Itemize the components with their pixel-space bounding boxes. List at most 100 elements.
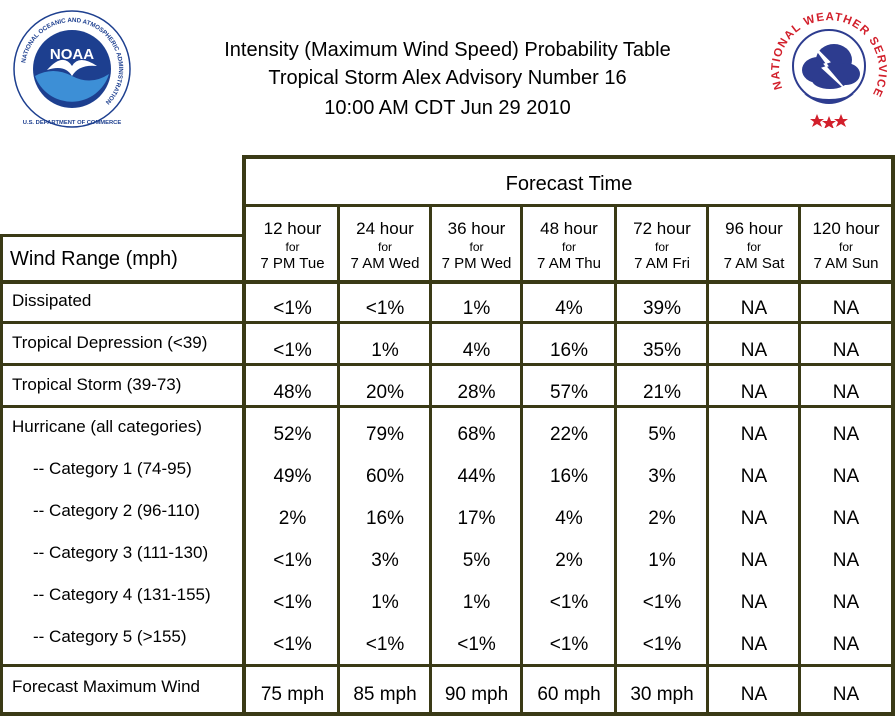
table-cell: NA — [740, 550, 768, 571]
table-cell: <1% — [642, 592, 682, 613]
grid-line — [0, 234, 3, 716]
row-label: Forecast Maximum Wind — [12, 677, 200, 696]
table-cell: 1% — [462, 592, 491, 613]
grid-line — [0, 712, 895, 716]
column-header-time: 7 AM Fri — [634, 255, 690, 272]
grid-line — [0, 405, 895, 408]
table-cell: 17% — [457, 508, 496, 529]
row-label: Hurricane (all categories) — [12, 417, 202, 436]
row-label: Tropical Depression (<39) — [12, 333, 208, 352]
row-label: -- Category 2 (96-110) — [33, 501, 200, 520]
column-header-hours: 12 hour — [263, 219, 322, 238]
table-cell: NA — [832, 634, 860, 655]
grid-line — [0, 280, 895, 284]
table-cell: NA — [740, 298, 768, 319]
noaa-bottom-text: U.S. DEPARTMENT OF COMMERCE — [23, 120, 122, 126]
table-cell: 16% — [365, 508, 405, 529]
table-cell: <1% — [549, 634, 589, 655]
column-header-time: 7 PM Tue — [260, 255, 325, 272]
column-header-hours: 36 hour — [447, 219, 506, 238]
table-cell: NA — [740, 684, 768, 705]
table-cell: 85 mph — [353, 684, 417, 705]
table-cell: 16% — [549, 466, 589, 487]
grid-line — [0, 321, 895, 324]
column-header-time: 7 AM Thu — [537, 255, 601, 272]
grid-line — [0, 234, 246, 237]
page-header: NATIONAL OCEANIC AND ATMOSPHERIC ADMINIS… — [0, 0, 895, 150]
grid-line — [0, 664, 895, 667]
table-cell: 52% — [273, 424, 312, 445]
table-cell: NA — [740, 634, 768, 655]
table-cell: 79% — [365, 424, 405, 445]
table-cell: 1% — [371, 592, 399, 613]
table-cell: NA — [832, 340, 860, 361]
row-label: Dissipated — [12, 291, 92, 310]
table-cell: 35% — [642, 340, 682, 361]
table-cell: <1% — [457, 634, 496, 655]
row-label: -- Category 4 (131-155) — [33, 585, 211, 604]
grid-line — [614, 204, 617, 716]
table-cell: 49% — [273, 466, 312, 487]
table-cell: <1% — [273, 634, 312, 655]
table-cell: 4% — [555, 508, 583, 529]
table-cell: <1% — [273, 592, 312, 613]
table-cell: 4% — [555, 298, 583, 319]
column-header-for: for — [654, 240, 669, 254]
table-cell: NA — [740, 592, 768, 613]
table-cell: <1% — [273, 298, 312, 319]
wind-range-header: Wind Range (mph) — [10, 248, 178, 270]
table-cell: 2% — [278, 508, 307, 529]
table-cell: 20% — [365, 382, 405, 403]
table-cell: 3% — [371, 550, 399, 571]
table-cell: NA — [740, 466, 768, 487]
grid-line — [242, 155, 895, 159]
table-cell: 68% — [457, 424, 496, 445]
row-label: -- Category 3 (111-130) — [33, 543, 209, 562]
column-header-for: for — [838, 240, 853, 254]
table-cell: NA — [832, 298, 860, 319]
table-cell: NA — [832, 550, 860, 571]
table-cell: 30 mph — [630, 684, 694, 705]
table-cell: NA — [740, 340, 768, 361]
table-cell: 90 mph — [444, 684, 509, 705]
table-cell: 5% — [462, 550, 491, 571]
table-cell: NA — [832, 592, 860, 613]
table-cell: <1% — [365, 298, 405, 319]
column-header-time: 7 AM Sun — [813, 255, 879, 272]
column-header-time: 7 AM Sat — [723, 255, 785, 272]
column-header-hours: 72 hour — [633, 219, 691, 238]
table-cell: 28% — [457, 382, 496, 403]
table-cell: 16% — [549, 340, 589, 361]
table-cell: 22% — [549, 424, 589, 445]
table-cell: 39% — [642, 298, 682, 319]
column-header-for: for — [469, 240, 484, 254]
grid-line — [0, 363, 895, 366]
table-cell: 4% — [462, 340, 491, 361]
table-cell: 44% — [457, 466, 496, 487]
column-header-for: for — [561, 240, 576, 254]
nws-logo: NATIONAL WEATHER SERVICE — [768, 4, 890, 129]
table-cell: <1% — [273, 550, 312, 571]
table-cell: 60 mph — [537, 684, 601, 705]
row-label: Tropical Storm (39-73) — [12, 375, 182, 394]
table-cell: <1% — [365, 634, 405, 655]
column-header-for: for — [746, 240, 761, 254]
table-cell: NA — [832, 684, 860, 705]
noaa-center-text: NOAA — [50, 46, 94, 63]
grid-line — [706, 204, 709, 716]
column-header-hours: 48 hour — [540, 219, 598, 238]
forecast-time-header: Forecast Time — [505, 173, 633, 195]
table-cell: 5% — [648, 424, 676, 445]
table-cell: 57% — [549, 382, 589, 403]
column-header-for: for — [377, 240, 392, 254]
column-header-hours: 120 hour — [812, 219, 880, 238]
row-label: -- Category 1 (74-95) — [33, 459, 192, 478]
table-cell: <1% — [642, 634, 682, 655]
title-line-2: Tropical Storm Alex Advisory Number 16 — [268, 67, 627, 89]
title-line-3: 10:00 AM CDT Jun 29 2010 — [324, 97, 571, 119]
table-cell: 2% — [555, 550, 583, 571]
table-cell: NA — [740, 382, 768, 403]
table-cell: 2% — [648, 508, 676, 529]
row-label: -- Category 5 (>155) — [33, 627, 187, 646]
table-cell: NA — [740, 424, 768, 445]
